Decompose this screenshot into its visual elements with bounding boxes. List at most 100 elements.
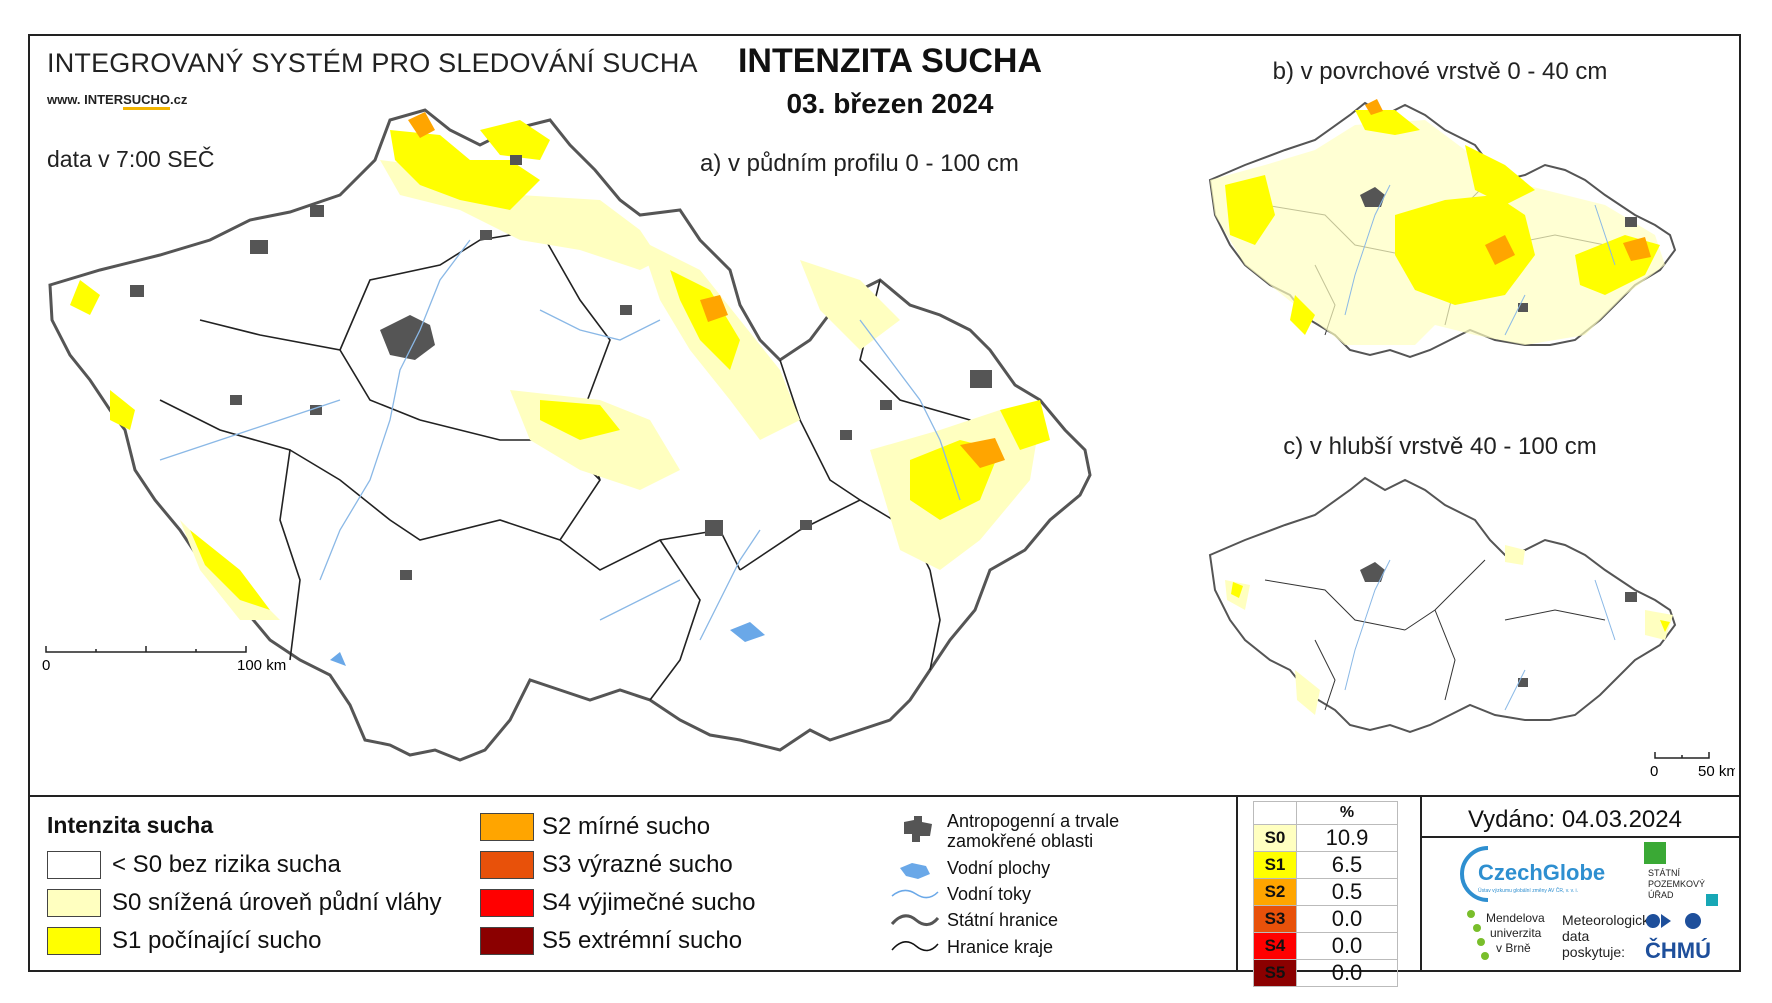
legend-label-s0: S0 snížená úroveň půdní vláhy <box>112 889 442 916</box>
map-date: 03. březen 2024 <box>786 88 994 119</box>
meteo-line3: poskytuje: <box>1562 944 1626 960</box>
chmu-logo-icon <box>1646 913 1701 929</box>
website-prefix: www. INTER <box>47 92 124 107</box>
legend-swatch-below-s0 <box>47 851 101 879</box>
issued-date: Vydáno: 04.03.2024 <box>1468 806 1682 833</box>
website-mid: SUCHO <box>123 92 171 110</box>
mendelu-logo-dots <box>1467 910 1489 960</box>
czechglobe-subtitle: Ústav výzkumu globální změny AV ČR, v. v… <box>1478 888 1579 894</box>
percent-code: S0 <box>1253 824 1297 852</box>
region-borders-c <box>1264 559 1606 711</box>
map-a-label: a) v půdním profilu 0 - 100 cm <box>700 150 1019 177</box>
spu-logo-mark <box>1644 842 1666 864</box>
percent-row: S2 0.5 <box>1253 878 1398 906</box>
legend-swatch-s0 <box>47 889 101 917</box>
spu-logo-accent <box>1706 894 1718 906</box>
water-stream-icon <box>891 889 939 899</box>
anthropogenic-symbol-icon <box>904 816 932 842</box>
percent-code: S5 <box>1253 959 1297 987</box>
percent-code: S2 <box>1253 878 1297 906</box>
meteo-line2: data <box>1562 928 1590 944</box>
surface-layer-map <box>1208 95 1677 359</box>
state-border-label: Státní hranice <box>947 910 1059 930</box>
legend-separator <box>28 795 1741 797</box>
legend-label-s4: S4 výjimečné sucho <box>542 889 756 916</box>
data-time: data v 7:00 SEČ <box>47 146 215 172</box>
scale-c-end: 50 km <box>1698 763 1735 780</box>
main-title: INTENZITA SUCHA <box>737 42 1043 80</box>
percent-value: 0.5 <box>1296 878 1398 906</box>
water-bodies-label: Vodní plochy <box>947 858 1051 878</box>
legend-swatch-s4 <box>480 889 534 917</box>
legend-swatch-s5 <box>480 927 534 955</box>
main-drought-map: 0 100 km <box>42 108 1092 762</box>
scale-bar-main <box>45 646 247 653</box>
water-body-icon <box>900 863 930 879</box>
percent-value: 0.0 <box>1296 932 1398 960</box>
percent-header-row: % <box>1253 801 1398 825</box>
website-link[interactable]: www. INTERSUCHO.cz <box>47 92 188 110</box>
percent-value: 0.0 <box>1296 905 1398 933</box>
water-streams <box>159 239 961 641</box>
legend-label-below-s0: < S0 bez rizika sucha <box>112 851 341 878</box>
legend-label-s5: S5 extrémní sucho <box>542 927 743 954</box>
mendelu-line3: v Brně <box>1496 941 1531 955</box>
percent-code: S3 <box>1253 905 1297 933</box>
czechglobe-name: CzechGlobe <box>1478 860 1606 885</box>
meteo-line1: Meteorologická <box>1562 912 1657 928</box>
water-bodies <box>330 622 765 666</box>
scale-c-start: 0 <box>1650 763 1658 780</box>
legend-divider-2 <box>1420 797 1422 972</box>
legend-label-s3: S3 výrazné sucho <box>542 851 733 878</box>
percent-row: S1 6.5 <box>1253 851 1398 879</box>
system-title: INTEGROVANÝ SYSTÉM PRO SLEDOVÁNÍ SUCHA <box>47 48 698 78</box>
water-streams-label: Vodní toky <box>947 884 1032 904</box>
scale-main-start: 0 <box>42 657 50 674</box>
spu-name-line1: STÁTNÍ <box>1648 868 1681 878</box>
water-streams-b <box>1344 184 1616 336</box>
chmu-name: ČHMÚ <box>1645 938 1711 963</box>
spu-name-line2: POZEMKOVÝ <box>1648 879 1706 889</box>
anthropogenic-label: Antropogenní a trvale zamokřené oblasti <box>947 811 1120 851</box>
percent-header-code <box>1253 801 1297 825</box>
water-streams-c <box>1344 559 1616 711</box>
drought-s2-areas-b <box>1217 95 1651 265</box>
anthropogenic-areas-c <box>1360 562 1637 687</box>
drought-s1-areas-b <box>1225 110 1660 335</box>
anthropogenic-areas-b <box>1360 187 1637 312</box>
region-border-label: Hranice kraje <box>947 937 1054 957</box>
mendelu-line1: Mendelova <box>1486 911 1545 925</box>
legend-divider-1 <box>1236 797 1238 972</box>
region-border-icon <box>891 941 939 952</box>
mendelu-line2: univerzita <box>1490 926 1542 940</box>
percent-row: S4 0.0 <box>1253 932 1398 960</box>
legend-title: Intenzita sucha <box>47 812 214 838</box>
percent-row: S5 0.0 <box>1253 959 1398 987</box>
legend-label-s1: S1 počínající sucho <box>112 927 322 954</box>
legend-swatch-s3 <box>480 851 534 879</box>
website-suffix: .cz <box>170 92 188 107</box>
drought-s1-areas-c <box>1231 582 1670 632</box>
percent-row: S0 10.9 <box>1253 824 1398 852</box>
legend-label-s2: S2 mírné sucho <box>542 813 711 840</box>
deep-layer-map: 0 50 km <box>1208 476 1735 780</box>
drought-s2-areas <box>408 112 1005 468</box>
map-frame <box>28 34 1741 972</box>
scale-main-end: 100 km <box>237 657 286 674</box>
state-border-icon <box>890 914 940 926</box>
percent-code: S1 <box>1253 851 1297 879</box>
scale-bar-c <box>1654 752 1710 759</box>
percent-code: S4 <box>1253 932 1297 960</box>
czechglobe-logo <box>1460 846 1489 902</box>
map-b-label: b) v povrchové vrstvě 0 - 40 cm <box>1272 58 1608 85</box>
legend-divider-3 <box>1420 836 1741 838</box>
legend-swatch-s1 <box>47 927 101 955</box>
percent-row: S3 0.0 <box>1253 905 1398 933</box>
percent-value: 0.0 <box>1296 959 1398 987</box>
spu-name-line3: ÚŘAD <box>1648 890 1674 900</box>
legend-swatch-s2 <box>480 813 534 841</box>
map-c-label: c) v hlubší vrstvě 40 - 100 cm <box>1283 433 1597 460</box>
percent-table: % S0 10.9 S1 6.5 S2 0.5 S3 0.0 S4 0.0 S5… <box>1253 801 1398 987</box>
percent-value: 6.5 <box>1296 851 1398 879</box>
czech-outline-c <box>1208 476 1677 734</box>
